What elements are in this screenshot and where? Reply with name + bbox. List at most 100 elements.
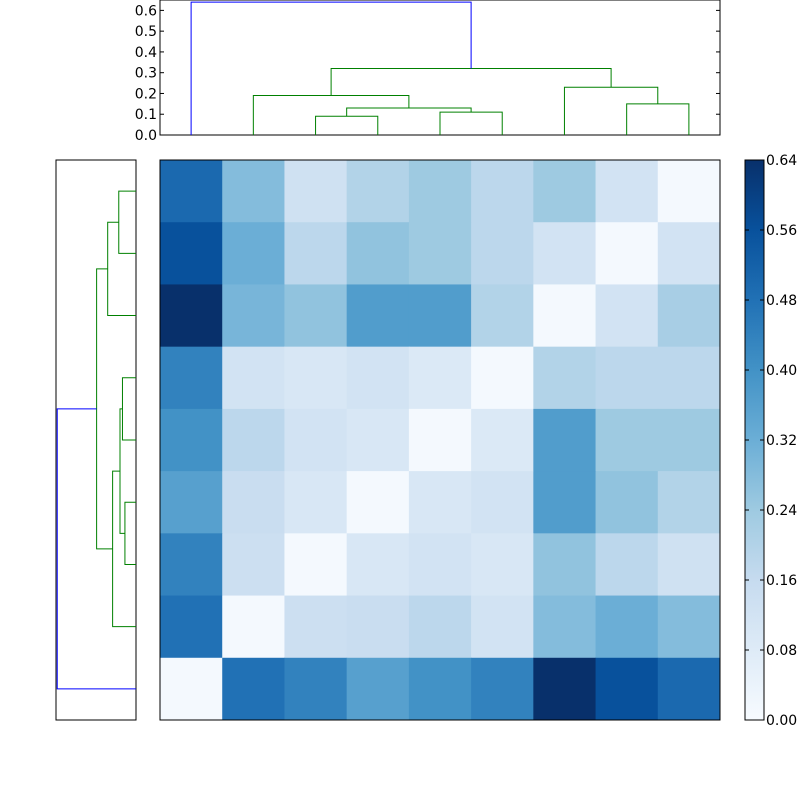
heatmap-cell-r6-c1 (222, 533, 285, 597)
heatmap-cell-r4-c7 (595, 408, 659, 472)
heatmap-cell-r8-c3 (346, 657, 410, 721)
left-dendrogram-links (56, 190, 136, 690)
heatmap-cell-r1-c5 (471, 222, 534, 285)
top-dendrogram-tick-label: 0.4 (135, 45, 157, 61)
heatmap-cell-r1-c0 (160, 222, 223, 285)
top-dendrogram-tick-label: 0.0 (135, 128, 157, 144)
heatmap-cell-r2-c6 (533, 284, 597, 348)
heatmap-cell-r6-c4 (408, 533, 472, 597)
left-dendrogram-link-7 (56, 408, 136, 690)
heatmap-cell-r5-c4 (408, 471, 472, 534)
heatmap-cell-r2-c2 (284, 284, 348, 348)
heatmap-cell-r8-c1 (222, 657, 285, 721)
heatmap-cell-r8-c5 (471, 657, 534, 721)
heatmap-cell-r7-c1 (222, 595, 285, 659)
heatmap-cell-r8-c0 (160, 657, 223, 721)
heatmap-cell-r8-c2 (284, 657, 348, 721)
heatmap-cell-r4-c4 (408, 408, 472, 472)
heatmap-cell-r1-c6 (533, 222, 597, 285)
heatmap-cell-r1-c7 (595, 222, 659, 285)
colorbar-tick-label: 0.64 (766, 153, 797, 169)
heatmap-cell-r6-c6 (533, 533, 597, 597)
left-dendrogram (55, 159, 137, 721)
heatmap-cell-r7-c5 (471, 595, 534, 659)
heatmap-cell-r5-c7 (595, 471, 659, 534)
top-dendrogram-tick-label: 0.5 (135, 24, 157, 40)
heatmap-cell-r5-c2 (284, 471, 348, 534)
colorbar-tick-label: 0.08 (766, 643, 797, 659)
colorbar-tick-label: 0.40 (766, 363, 797, 379)
heatmap-cell-r5-c3 (346, 471, 410, 534)
heatmap (159, 159, 721, 721)
heatmap-cell-r3-c0 (160, 346, 223, 410)
heatmap-cell-r8-c6 (533, 657, 597, 721)
heatmap-cell-r5-c1 (222, 471, 285, 534)
top-dendrogram: 0.0 0.1 0.2 0.3 0.4 0.5 0.6 (135, 0, 721, 144)
heatmap-frame (159, 159, 721, 721)
heatmap-cell-r7-c6 (533, 595, 597, 659)
heatmap-cell-r2-c1 (222, 284, 285, 348)
heatmap-cell-r2-c5 (471, 284, 534, 348)
heatmap-cell-r6-c2 (284, 533, 348, 597)
heatmap-cell-r3-c8 (657, 346, 721, 410)
heatmap-cell-r3-c2 (284, 346, 348, 410)
heatmap-cell-r4-c5 (471, 408, 534, 472)
heatmap-cell-r4-c3 (346, 408, 410, 472)
heatmap-cell-r6-c8 (657, 533, 721, 597)
heatmap-cell-r5-c6 (533, 471, 597, 534)
heatmap-cell-r0-c2 (284, 160, 348, 223)
heatmap-cell-r3-c1 (222, 346, 285, 410)
heatmap-cell-r2-c0 (160, 284, 223, 348)
heatmap-cell-r4-c8 (657, 408, 721, 472)
heatmap-cell-r3-c7 (595, 346, 659, 410)
heatmap-cell-r0-c5 (471, 160, 534, 223)
heatmap-cell-r3-c5 (471, 346, 534, 410)
heatmap-cell-r6-c7 (595, 533, 659, 597)
top-dendrogram-tick-label: 0.6 (135, 3, 157, 19)
heatmap-cell-r6-c3 (346, 533, 410, 597)
heatmap-cell-r0-c1 (222, 160, 285, 223)
top-dendrogram-tick-label: 0.1 (135, 107, 157, 123)
colorbar-tick-label: 0.32 (766, 433, 797, 449)
colorbar-tick-label: 0.56 (766, 223, 797, 239)
heatmap-cell-r2-c7 (595, 284, 659, 348)
heatmap-cell-r5-c5 (471, 471, 534, 534)
heatmap-cell-r8-c7 (595, 657, 659, 721)
heatmap-cell-r6-c0 (160, 533, 223, 597)
heatmap-cell-r3-c6 (533, 346, 597, 410)
heatmap-cell-r5-c0 (160, 471, 223, 534)
colorbar-tick-label: 0.48 (766, 293, 797, 309)
heatmap-cell-r5-c8 (657, 471, 721, 534)
heatmap-cell-r7-c0 (160, 595, 223, 659)
heatmap-cell-r1-c3 (346, 222, 410, 285)
heatmap-cell-r7-c2 (284, 595, 348, 659)
heatmap-cell-r0-c6 (533, 160, 597, 223)
heatmap-cell-r7-c4 (408, 595, 472, 659)
heatmap-cell-r2-c4 (408, 284, 472, 348)
heatmap-cell-r1-c2 (284, 222, 348, 285)
heatmap-cell-r1-c8 (657, 222, 721, 285)
heatmap-cell-r4-c0 (160, 408, 223, 472)
heatmap-cell-r7-c8 (657, 595, 721, 659)
colorbar-tick-label: 0.16 (766, 573, 797, 589)
heatmap-cell-r2-c8 (657, 284, 721, 348)
heatmap-cells (160, 160, 721, 721)
heatmap-cell-r0-c4 (408, 160, 472, 223)
heatmap-cell-r4-c6 (533, 408, 597, 472)
top-dendrogram-link-7 (190, 1, 472, 135)
heatmap-cell-r4-c1 (222, 408, 285, 472)
colorbar-ticks: 0.00 0.08 0.16 0.24 0.32 0.40 0.48 0.56 0.64 (745, 153, 797, 729)
top-dendrogram-y-axis: 0.0 0.1 0.2 0.3 0.4 0.5 0.6 (135, 3, 720, 144)
heatmap-cell-r1-c4 (408, 222, 472, 285)
colorbar-tick-label: 0.24 (766, 503, 797, 519)
heatmap-cell-r6-c5 (471, 533, 534, 597)
top-dendrogram-tick-label: 0.3 (135, 66, 157, 82)
heatmap-cell-r0-c7 (595, 160, 659, 223)
heatmap-cell-r7-c7 (595, 595, 659, 659)
heatmap-cell-r8-c4 (408, 657, 472, 721)
colorbar-tick-label: 0.00 (766, 713, 797, 729)
heatmap-cell-r0-c0 (160, 160, 223, 223)
heatmap-cell-r3-c3 (346, 346, 410, 410)
heatmap-cell-r7-c3 (346, 595, 410, 659)
